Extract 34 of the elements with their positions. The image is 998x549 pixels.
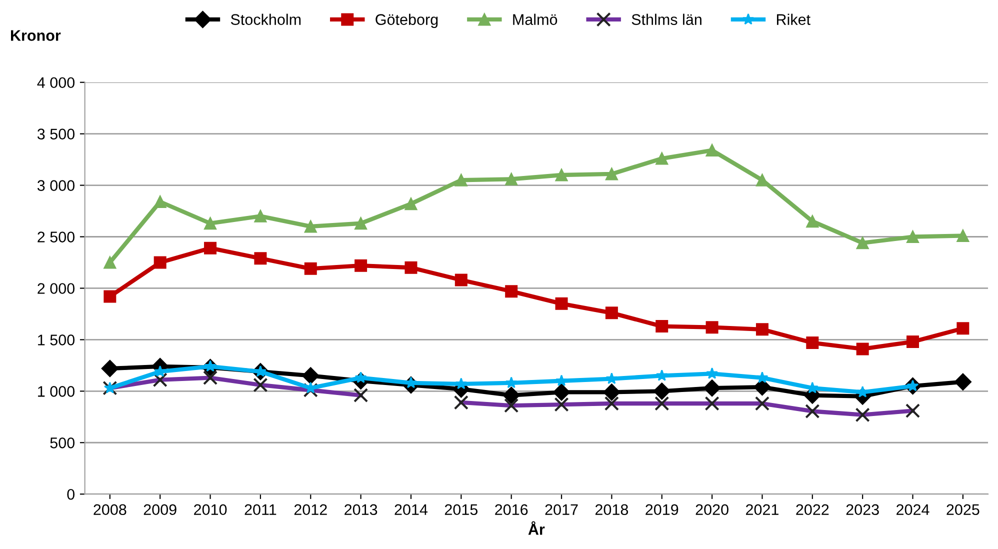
legend-label: Sthlms län <box>632 14 702 25</box>
x-tick-label: 2024 <box>896 504 930 516</box>
y-tick-label: 3 500 <box>37 128 75 140</box>
x-tick-label: 2015 <box>444 504 478 516</box>
x-tick-label: 2011 <box>244 504 276 516</box>
x-axis-title: År <box>528 521 545 535</box>
x-tick-label: 2017 <box>545 504 578 516</box>
legend-label: Riket <box>776 14 810 25</box>
y-tick-label: 500 <box>50 438 75 448</box>
x-tick-label: 2020 <box>696 504 728 516</box>
x-tick-label: 2021 <box>746 504 778 516</box>
x-tick-label: 2014 <box>394 504 428 516</box>
legend-label: Stockholm <box>230 14 301 25</box>
x-tick-label: 2022 <box>796 504 829 516</box>
y-tick-label: 2 000 <box>38 283 75 294</box>
y-tick-label: 3 000 <box>37 180 75 191</box>
y-tick-label: 1 500 <box>38 334 75 346</box>
y-axis-title: Kronor <box>11 30 61 41</box>
legend-label: Malmö <box>513 14 558 25</box>
x-tick-label: 2019 <box>646 504 678 516</box>
x-tick-label: 2025 <box>946 504 980 516</box>
x-tick-label: 2023 <box>846 504 879 516</box>
x-tick-label: 2013 <box>344 504 378 516</box>
x-tick-label: 2018 <box>595 504 628 516</box>
x-tick-label: 2012 <box>294 504 327 516</box>
x-tick-label: 2009 <box>144 504 176 516</box>
y-tick-label: 4 000 <box>37 77 75 88</box>
x-tick-label: 2016 <box>495 504 528 516</box>
y-tick-label: 1 000 <box>38 386 75 397</box>
y-tick-label: 2 500 <box>38 232 75 242</box>
y-tick-label: 0 <box>67 488 75 500</box>
x-tick-label: 2010 <box>194 504 227 516</box>
legend-label: Göteborg <box>376 14 438 28</box>
x-tick-label: 2008 <box>94 504 126 516</box>
